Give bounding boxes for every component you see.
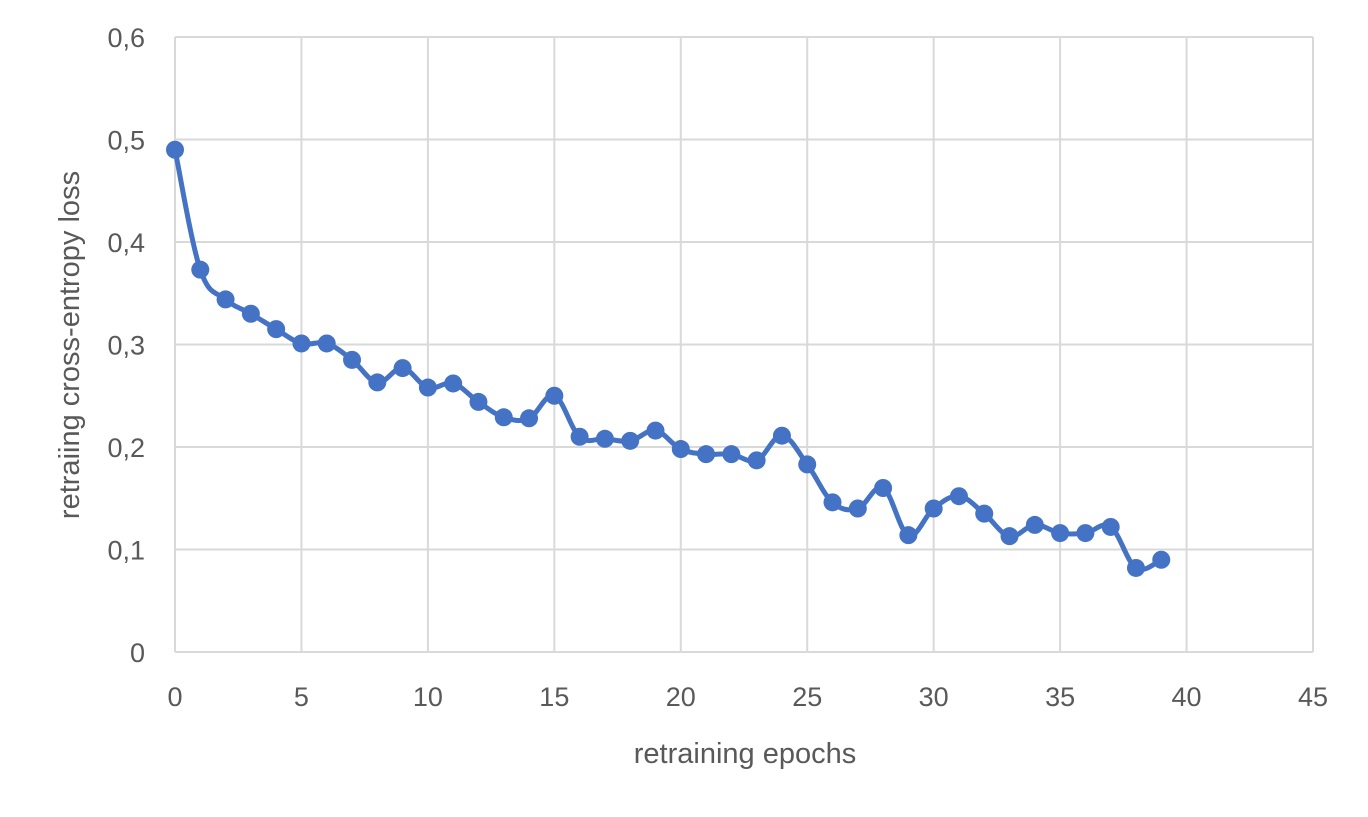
data-point	[216, 290, 235, 309]
data-point	[267, 320, 286, 339]
data-point	[798, 455, 817, 474]
data-point	[874, 479, 893, 497]
x-tick-label: 5	[294, 682, 309, 712]
data-point	[520, 409, 539, 428]
data-point	[899, 526, 918, 545]
y-tick-label: 0,5	[107, 126, 145, 156]
data-point	[1051, 524, 1070, 543]
data-point	[545, 386, 564, 405]
y-tick-label: 0,1	[107, 536, 145, 566]
y-axis-ticks: 0 0,1 0,2 0,3 0,4 0,5 0,6	[107, 23, 145, 668]
series-line	[172, 147, 1164, 572]
data-point	[823, 493, 842, 512]
data-point	[292, 334, 311, 353]
data-point	[418, 378, 437, 397]
data-point	[1000, 527, 1019, 546]
x-tick-label: 25	[792, 682, 822, 712]
data-point	[343, 350, 362, 369]
data-point	[166, 140, 184, 159]
data-point	[444, 374, 463, 393]
data-point	[570, 427, 589, 446]
data-point	[1152, 550, 1171, 569]
x-tick-label: 35	[1045, 682, 1075, 712]
x-tick-label: 40	[1172, 682, 1202, 712]
data-point	[1101, 517, 1120, 536]
x-tick-label: 0	[167, 682, 182, 712]
x-tick-label: 30	[919, 682, 949, 712]
data-point	[241, 304, 260, 323]
data-point	[469, 392, 488, 411]
data-point	[697, 445, 716, 464]
y-tick-label: 0,3	[107, 331, 145, 361]
data-point	[621, 431, 640, 450]
series-loss	[166, 140, 1171, 577]
gridlines	[174, 36, 1314, 653]
x-tick-label: 15	[539, 682, 569, 712]
y-axis-title: retraiing cross-entropy loss	[54, 171, 86, 519]
data-point	[949, 487, 968, 506]
y-tick-label: 0,2	[107, 433, 145, 463]
data-point	[772, 426, 791, 445]
x-axis-title: retraining epochs	[634, 738, 856, 770]
data-point	[317, 334, 336, 353]
y-tick-label: 0,6	[107, 23, 145, 53]
data-point	[671, 440, 690, 459]
data-point	[722, 445, 741, 464]
data-point	[595, 429, 614, 448]
data-point	[1076, 524, 1095, 543]
data-point	[975, 504, 994, 523]
x-axis-ticks: 0 5 10 15 20 25 30 35 40 45	[167, 682, 1328, 712]
data-point	[646, 421, 665, 440]
y-tick-label: 0	[130, 638, 145, 668]
data-point	[393, 359, 412, 378]
x-tick-label: 10	[413, 682, 443, 712]
data-point	[924, 499, 943, 518]
data-point	[191, 260, 210, 279]
data-point	[848, 499, 867, 518]
data-point	[494, 408, 513, 427]
data-point	[747, 451, 766, 470]
data-point	[1126, 558, 1145, 577]
x-tick-label: 20	[666, 682, 696, 712]
data-point	[1025, 515, 1044, 534]
data-point	[368, 373, 387, 392]
x-tick-label: 45	[1298, 682, 1328, 712]
y-tick-label: 0,4	[107, 228, 145, 258]
